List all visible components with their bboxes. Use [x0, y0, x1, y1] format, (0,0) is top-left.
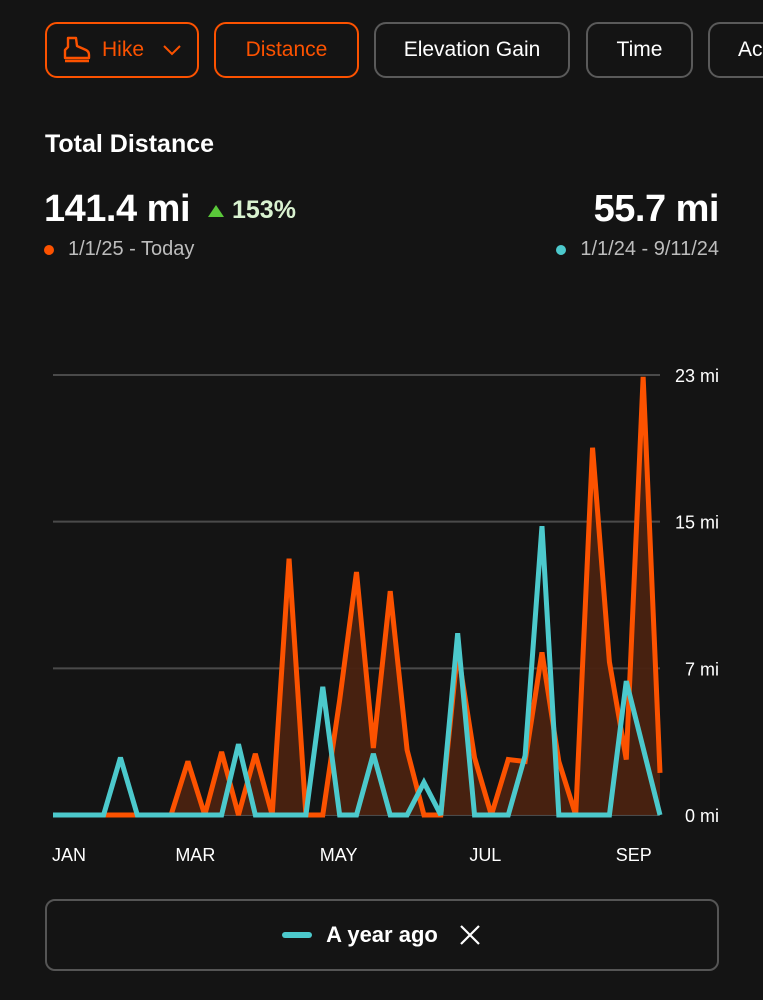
y-tick-label: 15 mi: [675, 513, 719, 533]
y-tick-label: 23 mi: [675, 366, 719, 386]
sport-dropdown[interactable]: Hike: [45, 22, 199, 78]
tab-label: Time: [616, 38, 663, 61]
previous-total: 55.7 mi: [593, 188, 720, 230]
tab-label: Ac: [738, 38, 763, 61]
legend-label: A year ago: [326, 922, 438, 947]
previous-range: 1/1/24 - 9/11/24: [556, 238, 719, 261]
tab-distance[interactable]: Distance: [214, 22, 359, 78]
close-icon[interactable]: [458, 923, 482, 947]
sport-label: Hike: [101, 38, 144, 61]
section-title: Total Distance: [45, 130, 215, 158]
tab-label: Distance: [245, 38, 328, 61]
current-range: 1/1/25 - Today: [44, 238, 194, 261]
current-dot-icon: [44, 244, 54, 255]
series-line: [53, 525, 663, 818]
current-range-label: 1/1/25 - Today: [68, 238, 195, 260]
y-tick-label: 7 mi: [685, 659, 719, 679]
tab-elevation-gain[interactable]: Elevation Gain: [374, 22, 570, 78]
tab-activities[interactable]: Ac: [708, 22, 763, 78]
previous-range-label: 1/1/24 - 9/11/24: [580, 238, 719, 260]
area-fill: [53, 376, 660, 815]
y-tick-label: 0 mi: [685, 806, 719, 826]
legend-swatch: [282, 932, 313, 938]
change-badge: 153%: [208, 196, 296, 225]
x-tick-label: MAR: [175, 845, 215, 865]
x-tick-label: JAN: [52, 845, 86, 865]
x-tick-label: JUL: [469, 845, 501, 865]
chevron-down-icon: [163, 45, 181, 56]
current-total: 141.4 mi: [44, 188, 191, 230]
change-percent: 153%: [232, 196, 296, 224]
up-arrow-icon: [208, 204, 224, 217]
series-line: [53, 376, 663, 818]
tab-label: Elevation Gain: [403, 38, 541, 61]
x-tick-label: MAY: [320, 845, 358, 865]
hiking-boot-icon: [63, 36, 91, 63]
tab-time[interactable]: Time: [586, 22, 693, 78]
previous-dot-icon: [556, 244, 567, 255]
x-tick-label: SEP: [616, 845, 652, 865]
comparison-legend-button[interactable]: A year ago: [45, 899, 719, 971]
